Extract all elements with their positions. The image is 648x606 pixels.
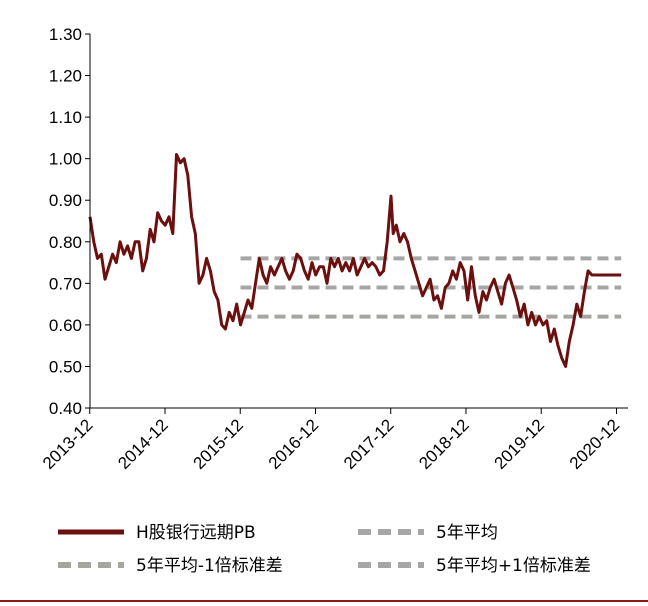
pb-series-line bbox=[88, 153, 622, 368]
x-tick-label: 2017-12 bbox=[340, 415, 398, 473]
y-tick-label: 0.40 bbox=[49, 399, 82, 418]
bottom-divider bbox=[0, 600, 648, 602]
y-tick-label: 1.20 bbox=[49, 67, 82, 86]
x-tick-label: 2016-12 bbox=[265, 415, 323, 473]
y-tick-label: 0.90 bbox=[49, 191, 82, 210]
x-tick-label: 2018-12 bbox=[415, 415, 473, 473]
y-tick-label: 1.00 bbox=[49, 150, 82, 169]
y-tick-label: 1.30 bbox=[49, 25, 82, 44]
y-tick-label: 1.10 bbox=[49, 108, 82, 127]
x-tick-label: 2020-12 bbox=[566, 415, 624, 473]
legend-label: 5年平均-1倍标准差 bbox=[136, 556, 283, 576]
legend-item-minus-sd: 5年平均-1倍标准差 bbox=[58, 556, 283, 576]
legend: H股银行远期PB 5年平均 5年平均-1倍标准差 5年平均+1倍标准差 bbox=[58, 523, 591, 576]
x-tick-label: 2014-12 bbox=[114, 415, 172, 473]
legend-label: 5年平均 bbox=[436, 523, 498, 543]
y-tick-label: 0.50 bbox=[49, 357, 82, 376]
series-layer bbox=[88, 153, 622, 368]
y-tick-label: 0.70 bbox=[49, 274, 82, 293]
x-tick-label: 2013-12 bbox=[39, 415, 97, 473]
axes-layer bbox=[89, 34, 628, 409]
x-tick-label: 2015-12 bbox=[190, 415, 248, 473]
legend-label: 5年平均+1倍标准差 bbox=[436, 556, 591, 576]
y-tick-label: 0.80 bbox=[49, 233, 82, 252]
legend-item-avg: 5年平均 bbox=[358, 523, 498, 543]
x-tick-label: 2019-12 bbox=[491, 415, 549, 473]
y-tick-label: 0.60 bbox=[49, 316, 82, 335]
x-axis-ticks: 2013-12 2014-12 2015-12 2016-12 2017-12 2018-… bbox=[39, 408, 623, 473]
legend-item-pb: H股银行远期PB bbox=[58, 523, 256, 543]
y-axis-ticks: 0.40 0.50 0.60 0.70 0.80 0.90 1.00 1.10 1.20 1.30 bbox=[49, 25, 90, 418]
legend-item-plus-sd: 5年平均+1倍标准差 bbox=[358, 556, 591, 576]
legend-label: H股银行远期PB bbox=[136, 523, 256, 543]
